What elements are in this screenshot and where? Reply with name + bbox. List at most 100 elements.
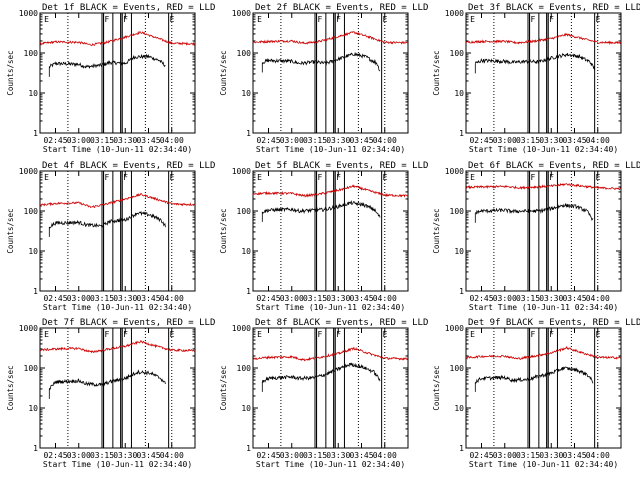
lld-series-line: [253, 346, 408, 362]
y-tick-label: 1000: [445, 324, 464, 333]
marker-box: [316, 327, 327, 449]
marker-box: [547, 170, 558, 292]
x-tick-label: 04:00: [586, 136, 610, 145]
y-tick-label: 1000: [232, 324, 251, 333]
marker-label: E: [383, 173, 388, 182]
marker-label: E: [470, 173, 475, 182]
x-tick-label: 03:30: [326, 136, 350, 145]
x-tick-label: 03:00: [493, 451, 517, 460]
marker-label: E: [44, 173, 49, 182]
x-tick-label: 03:15: [303, 136, 327, 145]
marker-label: E: [44, 15, 49, 24]
lld-series-line: [252, 31, 408, 45]
marker-label: E: [170, 173, 175, 182]
y-tick-label: 100: [450, 207, 465, 216]
marker-label: E: [596, 330, 601, 339]
x-tick-label: 03:15: [90, 451, 114, 460]
x-axis-label: Start Time (10-Jun-11 02:34:40): [43, 460, 192, 469]
x-tick-label: 03:45: [349, 136, 373, 145]
plot-frame: [39, 170, 196, 292]
chart-title: Det 9f BLACK = Events, RED = LLD: [468, 318, 640, 328]
lld-series-line: [39, 339, 195, 354]
y-axis-label: Counts/sec: [432, 208, 441, 253]
plot-frame: [465, 170, 622, 292]
x-tick-label: 02:45: [43, 451, 67, 460]
lld-series-line: [465, 32, 621, 45]
x-tick-label: 04:00: [160, 451, 184, 460]
y-tick-label: 100: [450, 49, 465, 58]
events-series-line: [475, 366, 594, 384]
x-tick-label: 02:45: [43, 136, 67, 145]
lld-series-line: [39, 192, 195, 209]
plot-frame: [252, 12, 409, 134]
x-tick-label: 03:30: [113, 136, 137, 145]
marker-box: [529, 12, 540, 134]
chart-title: Det 1f BLACK = Events, RED = LLD: [42, 3, 215, 13]
plot-frame: [252, 327, 409, 449]
y-tick-label: 100: [237, 49, 252, 58]
chart-panel-6: Det 6f BLACK = Events, RED = LLD 1 10 100 10…: [432, 161, 640, 312]
plot-frame: [252, 170, 409, 292]
x-tick-label: 02:45: [469, 451, 493, 460]
x-tick-label: 03:45: [136, 294, 160, 303]
x-tick-label: 04:00: [586, 451, 610, 460]
y-tick-label: 1000: [232, 167, 251, 176]
marker-label: F: [123, 173, 128, 182]
events-series-line: [475, 202, 594, 221]
y-tick-label: 10: [454, 404, 464, 413]
marker-label: E: [383, 15, 388, 24]
marker-label: F: [105, 15, 110, 24]
x-tick-label: 03:15: [516, 136, 540, 145]
y-axis-label: Counts/sec: [6, 208, 15, 253]
y-tick-label: 1000: [19, 167, 38, 176]
x-tick-label: 03:15: [90, 294, 114, 303]
chart-title: Det 7f BLACK = Events, RED = LLD: [42, 318, 215, 328]
marker-label: E: [470, 15, 475, 24]
plot-frame: [465, 327, 622, 449]
y-tick-label: 1: [33, 287, 38, 296]
y-tick-label: 1: [459, 287, 464, 296]
lld-series-line: [39, 30, 195, 47]
marker-box: [334, 170, 345, 292]
marker-label: E: [596, 15, 601, 24]
x-tick-label: 03:45: [562, 451, 586, 460]
x-tick-label: 02:45: [256, 136, 280, 145]
marker-box: [121, 327, 132, 449]
chart-panel-9: Det 9f BLACK = Events, RED = LLD 1 10 100 10…: [432, 318, 640, 469]
marker-box: [529, 170, 540, 292]
y-axis-label: Counts/sec: [219, 208, 228, 253]
y-tick-label: 10: [28, 247, 38, 256]
y-tick-label: 100: [450, 364, 465, 373]
x-tick-label: 03:00: [493, 294, 517, 303]
marker-label: E: [257, 15, 262, 24]
y-tick-label: 1000: [445, 167, 464, 176]
x-tick-label: 03:45: [136, 136, 160, 145]
x-tick-label: 03:00: [280, 294, 304, 303]
y-axis-label: Counts/sec: [6, 365, 15, 410]
marker-label: E: [383, 330, 388, 339]
y-tick-label: 10: [28, 89, 38, 98]
chart-panel-7: Det 7f BLACK = Events, RED = LLD 1 10 100 10…: [6, 318, 215, 469]
x-tick-label: 03:30: [539, 451, 563, 460]
y-tick-label: 10: [241, 247, 251, 256]
y-tick-label: 10: [241, 89, 251, 98]
x-tick-label: 03:00: [67, 294, 91, 303]
x-tick-label: 02:45: [256, 451, 280, 460]
marker-label: F: [318, 15, 323, 24]
marker-box: [547, 12, 558, 134]
marker-box: [316, 12, 327, 134]
plot-frame: [39, 12, 196, 134]
x-tick-label: 03:30: [113, 294, 137, 303]
chart-title: Det 5f BLACK = Events, RED = LLD: [255, 161, 428, 171]
marker-box: [334, 12, 345, 134]
marker-box: [103, 170, 114, 292]
lld-series-line: [252, 184, 408, 198]
chart-title: Det 3f BLACK = Events, RED = LLD: [468, 3, 640, 13]
x-tick-label: 03:30: [326, 451, 350, 460]
x-tick-label: 03:00: [280, 451, 304, 460]
marker-label: F: [123, 330, 128, 339]
x-tick-label: 04:00: [586, 294, 610, 303]
y-tick-label: 10: [28, 404, 38, 413]
x-axis-label: Start Time (10-Jun-11 02:34:40): [256, 145, 405, 154]
x-tick-label: 03:30: [326, 294, 350, 303]
